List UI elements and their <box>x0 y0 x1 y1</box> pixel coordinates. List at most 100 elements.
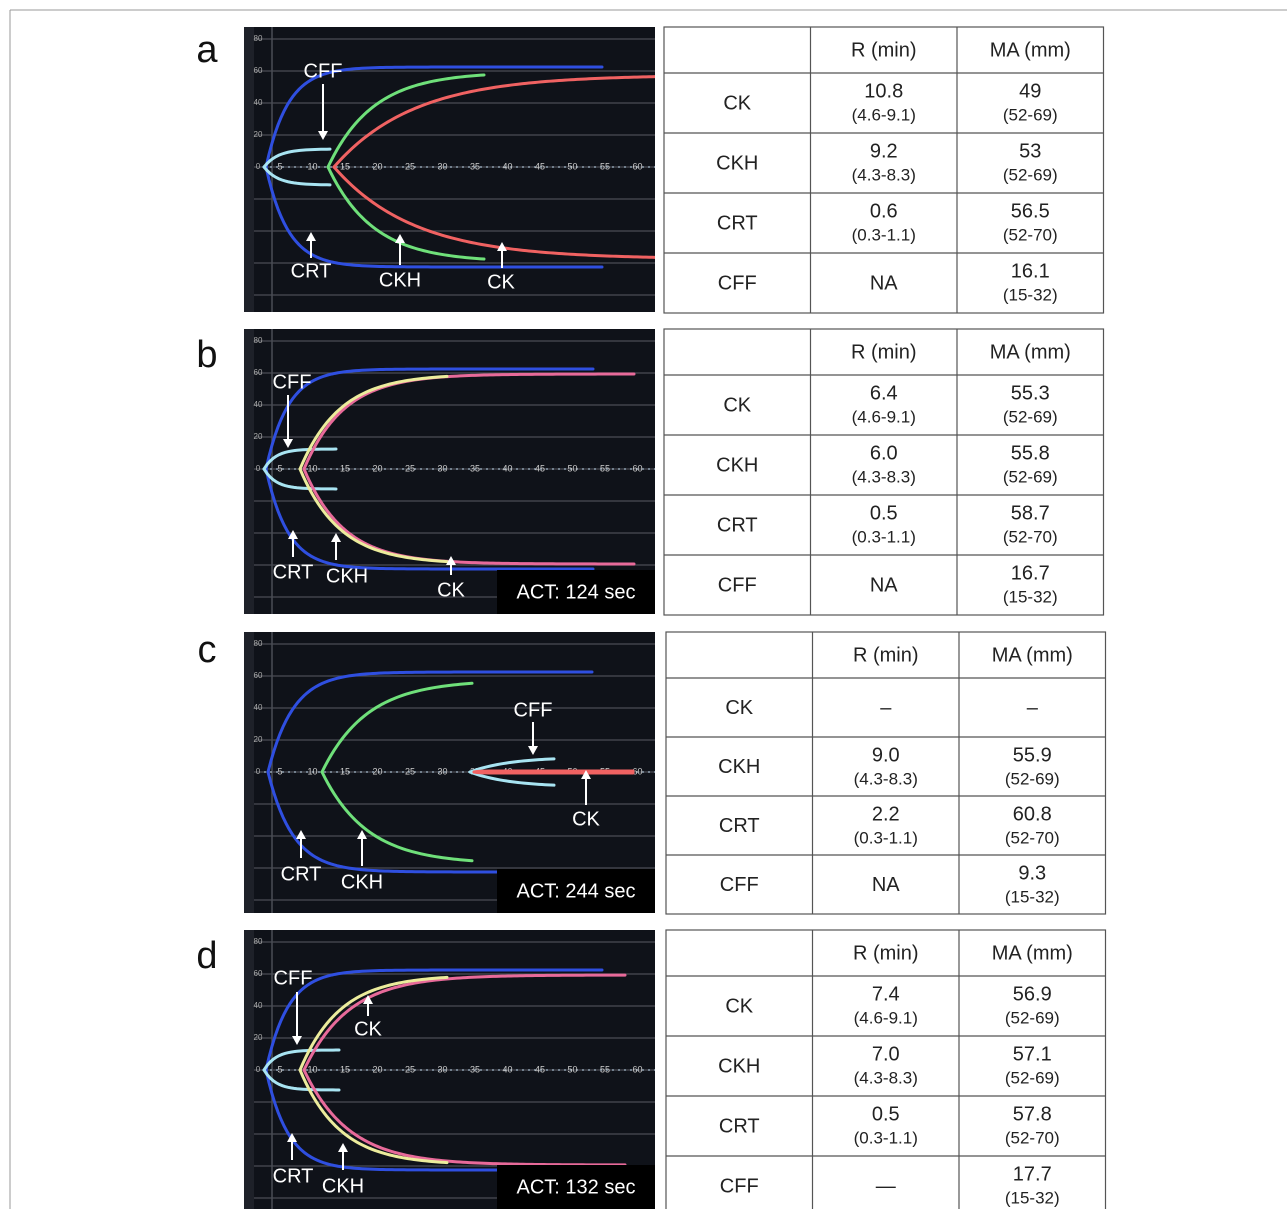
row-name: CKH <box>718 756 760 778</box>
cell-range: (4.3-8.3) <box>852 165 916 184</box>
cell-value: 53 <box>1019 140 1041 162</box>
x-axis-label: 10 <box>307 766 317 776</box>
cell-value: 56.5 <box>1011 200 1050 222</box>
panel-letter: b <box>196 334 217 376</box>
cell-range: (15-32) <box>1005 887 1060 906</box>
x-axis-label: 55 <box>600 463 610 473</box>
cell-value: 2.2 <box>872 803 900 825</box>
cell-range: (15-32) <box>1005 1188 1060 1207</box>
table-header: R (min) <box>853 644 919 666</box>
x-axis-label: 15 <box>340 766 350 776</box>
cell-value: 7.0 <box>872 1043 900 1065</box>
annotation-label: CKH <box>379 269 421 291</box>
cell-range: (52-69) <box>1005 1068 1060 1087</box>
cell-value: 9.3 <box>1018 862 1046 884</box>
y-axis-label: 40 <box>254 703 263 712</box>
x-axis-label: 25 <box>405 1064 415 1074</box>
cell-range: (4.6-9.1) <box>852 407 916 426</box>
x-axis-label: 10 <box>307 463 317 473</box>
y-axis-label: 0 <box>256 1065 261 1074</box>
image-left-bar <box>244 632 254 913</box>
x-axis-label: 30 <box>437 766 447 776</box>
image-left-bar <box>244 329 254 614</box>
row-name: CKH <box>716 454 758 476</box>
image-left-bar <box>244 27 254 312</box>
image-left-bar <box>244 930 254 1209</box>
annotation-label: CRT <box>281 863 322 885</box>
cell-value: 7.4 <box>872 983 900 1005</box>
cell-range: (15-32) <box>1003 587 1058 606</box>
cell-value: 9.0 <box>872 744 900 766</box>
cell-value: 16.1 <box>1011 260 1050 282</box>
row-name: CFF <box>718 272 757 294</box>
cell-value: 55.8 <box>1011 442 1050 464</box>
panel-letter: d <box>196 935 217 977</box>
y-axis-label: 0 <box>256 767 261 776</box>
table-header: MA (mm) <box>990 341 1071 363</box>
row-name: CKH <box>716 152 758 174</box>
x-axis-label: 10 <box>307 1064 317 1074</box>
cell-value: 0.6 <box>870 200 898 222</box>
cell-value: NA <box>872 874 900 896</box>
table-header: R (min) <box>851 39 917 61</box>
x-axis-label: 20 <box>372 766 382 776</box>
y-axis-label: 20 <box>254 432 263 441</box>
annotation-label: CFF <box>304 60 343 82</box>
cell-range: (15-32) <box>1003 285 1058 304</box>
cell-value: NA <box>870 574 898 596</box>
table-header: MA (mm) <box>992 942 1073 964</box>
page: a8060402005101520253035404550556065CFFCR… <box>0 0 1287 1209</box>
cell-range: (52-70) <box>1005 828 1060 847</box>
x-axis-label: 30 <box>437 463 447 473</box>
figure: a8060402005101520253035404550556065CFFCR… <box>0 0 1287 1209</box>
cell-range: (52-69) <box>1003 467 1058 486</box>
y-axis-label: 0 <box>256 162 261 171</box>
x-axis-label: 25 <box>405 463 415 473</box>
x-axis-label: 20 <box>372 463 382 473</box>
act-label: ACT: 244 sec <box>517 880 636 902</box>
x-axis-label: 35 <box>470 161 480 171</box>
cell-range: (0.3-1.1) <box>854 1128 918 1147</box>
row-name: CFF <box>720 1175 759 1197</box>
x-axis-label: 25 <box>405 161 415 171</box>
row-name: CK <box>723 92 751 114</box>
cell-value: 56.9 <box>1013 983 1052 1005</box>
annotation-label: CFF <box>273 371 312 393</box>
cell-range: (52-69) <box>1003 105 1058 124</box>
row-name: CRT <box>719 815 760 837</box>
annotation-label: CRT <box>291 260 332 282</box>
cell-value: – <box>880 697 892 719</box>
x-axis-label: 10 <box>307 161 317 171</box>
x-axis-label: 5 <box>277 463 282 473</box>
x-axis-label: 20 <box>372 1064 382 1074</box>
cell-range: (4.3-8.3) <box>854 769 918 788</box>
cell-value: – <box>1027 697 1039 719</box>
x-axis-label: 5 <box>277 1064 282 1074</box>
y-axis-label: 80 <box>254 937 263 946</box>
x-axis-label: 40 <box>502 463 512 473</box>
cell-range: (4.6-9.1) <box>852 105 916 124</box>
x-axis-label: 15 <box>340 161 350 171</box>
row-name: CFF <box>718 574 757 596</box>
x-axis-label: 35 <box>470 1064 480 1074</box>
cell-range: (0.3-1.1) <box>852 527 916 546</box>
cell-value: 0.5 <box>872 1103 900 1125</box>
y-axis-label: 80 <box>254 639 263 648</box>
cell-range: (52-70) <box>1005 1128 1060 1147</box>
row-name: CRT <box>717 212 758 234</box>
x-axis-label: 60 <box>632 463 642 473</box>
x-axis-label: 15 <box>340 1064 350 1074</box>
cell-value: 57.1 <box>1013 1043 1052 1065</box>
cell-value: 6.0 <box>870 442 898 464</box>
row-name: CRT <box>717 514 758 536</box>
cell-value: 60.8 <box>1013 803 1052 825</box>
row-name: CFF <box>720 874 759 896</box>
x-axis-label: 15 <box>340 463 350 473</box>
cell-value: 49 <box>1019 80 1041 102</box>
y-axis-label: 80 <box>254 336 263 345</box>
cell-value: NA <box>870 272 898 294</box>
cell-value: 16.7 <box>1011 562 1050 584</box>
act-label: ACT: 132 sec <box>517 1176 636 1198</box>
annotation-label: CKH <box>341 871 383 893</box>
x-axis-label: 45 <box>535 463 545 473</box>
